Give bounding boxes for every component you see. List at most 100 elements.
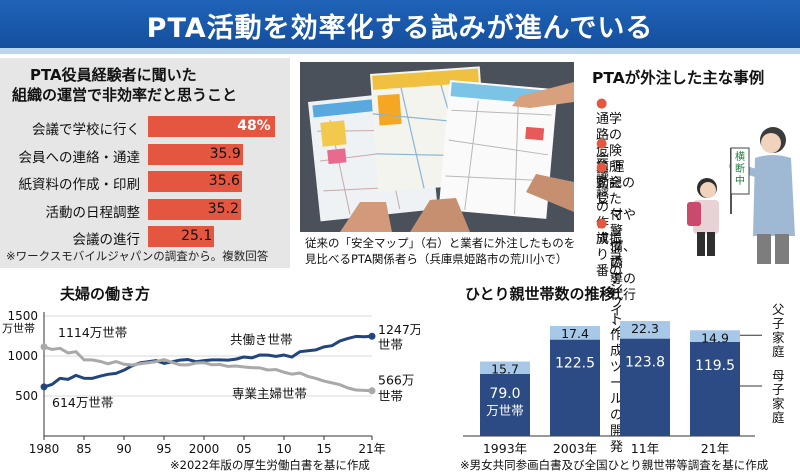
y-tick-label: 500 [15,389,38,403]
survey-value-label: 35.9 [209,145,241,162]
mother-value-label: 122.5 [555,356,595,372]
bullet-icon: ● [596,160,612,175]
dual-series-label: 共働き世帯 [230,332,293,347]
survey-bar [148,143,243,165]
legend-father-char: 父 [772,302,785,317]
legend-mother-char: 庭 [772,410,785,425]
survey-category-label: 会員への連絡・通達 [18,149,141,166]
end-dual-value: 1247万 [378,322,420,337]
survey-category-label: 会議の進行 [72,232,141,248]
survey-title-line2: 組織の運営で非効率だと思うこと [12,86,238,104]
father-value-label: 15.7 [491,362,519,377]
mother-bar [550,339,600,436]
survey-value-label: 35.2 [207,200,239,217]
case-item-line: ールの開発 [610,376,624,455]
photo-safety-maps [300,62,574,232]
case-item-line: ● 旗振り当番の [596,216,623,280]
end-housewife-unit: 世帯 [378,389,403,404]
mother-value-label: 79.0 [489,386,520,402]
x-tick-label: 05 [236,442,251,456]
page-title: PTA活動を効率化する試みが進んでいる [146,13,654,44]
x-tick-label: 85 [76,442,91,456]
survey-value-label: 35.6 [208,173,240,189]
survey-bar [148,171,242,192]
cases-title: PTAが外注した主な事例 [592,69,765,87]
case-item-line: 付や警備、誘 [610,208,637,271]
housewife-series-label: 専業主婦世帯 [232,386,307,401]
end-housewife-value: 566万 [378,373,414,388]
mother-bar [620,338,670,436]
case-item-text: 運動会の受 [596,160,636,207]
father-value-label: 22.3 [631,321,659,336]
mother-bar [690,341,740,436]
survey-bar-chart: 会議で学校に行く 48% 会員への連絡・通達 35.9 紙資料の作成・印刷 35.6 活動の… [0,0,290,260]
survey-bar [148,116,275,137]
x-tick-label: 10 [276,442,291,456]
legend-mother-char: 母 [772,368,785,383]
survey-category-label: 紙資料の作成・印刷 [18,177,141,193]
survey-bar [148,198,241,220]
father-value-label: 17.4 [561,326,589,341]
y-axis-unit: 万世帯 [2,322,35,335]
case-item-line: ● 通学路の危険箇所を記した [596,96,623,208]
single-parent-title: ひとり親世帯数の推移 [465,285,615,303]
legend-father-char: 子 [772,316,785,331]
case-item-line: ● 会議録の作成 [596,136,609,248]
category-label: 21年 [701,441,729,456]
case-item: ● 通学路の危険箇所を記した マップのデザイン [596,96,623,336]
couples-title: 夫婦の働き方 [60,285,151,303]
case-item-line: 導の代行 [610,272,637,303]
survey-value-label: 25.1 [181,228,213,244]
x-tick-label: 21年 [358,442,385,456]
first-bar-unit: 万世帯 [486,403,524,418]
case-item: ● 旗振り当番の シフト作成ツ ールの開発 [596,216,623,456]
x-tick-label: 15 [316,442,331,456]
photo-caption-line2: 見比べるPTA関係者ら（兵庫県姫路市の荒川小で） [305,252,568,266]
category-label: 1993年 [483,441,527,456]
father-bar [690,330,740,342]
survey-title-line1: PTA役員経験者に聞いた [30,66,197,84]
case-item-text: 会議録の作成 [596,152,610,247]
single-parent-note: ※男女共同参画白書及び全国ひとり親世帯等調査を基に作成 [460,458,769,472]
legend-father-char: 庭 [772,344,785,359]
mother-value-label: 119.5 [695,358,735,374]
crossing-guard-illustration: 横 断 中 [687,127,795,264]
case-item-line: ● 運動会の受 [596,160,636,208]
series-start-point [40,343,48,351]
y-tick-label: 1000 [7,349,38,363]
father-bar [550,325,600,340]
flag-char-1: 横 [735,150,745,163]
x-tick-label: 90 [116,442,131,456]
mother-bar [480,373,530,436]
couples-note: ※2022年版の厚生労働白書を基に作成 [170,458,370,472]
father-bar [620,321,670,339]
bullet-icon: ● [596,136,608,151]
category-label: 11年 [631,441,659,456]
case-item-text: 通学路の危険箇所を記した [596,112,623,207]
legend-mother-char: 子 [772,382,785,397]
bullet-icon: ● [596,96,608,111]
header-stripe [0,48,800,54]
survey-category-label: 活動の日程調整 [45,204,141,221]
photo-caption-line1: 従来の「安全マップ」（右）と業者に外注したものを [305,236,576,250]
x-tick-label: 1980 [29,442,60,456]
case-item-text: 旗振り当番の [596,232,623,279]
legend-father-char: 家 [772,330,785,345]
mother-value-label: 123.8 [625,355,665,371]
survey-value-label: 48% [237,118,271,134]
series-start-point [40,383,48,391]
start-housewife-label: 1114万世帯 [58,325,127,340]
dual-income-line [43,334,373,389]
y-tick-label: 1500 [7,309,38,323]
x-tick-label: 95 [156,442,171,456]
flag-char-2: 断 [735,162,745,175]
end-dual-unit: 世帯 [378,337,403,352]
father-bar [480,361,530,374]
x-tick-label: 2000 [189,442,220,456]
case-item-line: マップのデザイン [610,208,624,335]
bullet-icon: ● [596,216,608,231]
survey-note: ※ワークスモバイルジャパンの調査から。複数回答 [6,249,269,263]
category-label: 2003年 [553,441,597,456]
